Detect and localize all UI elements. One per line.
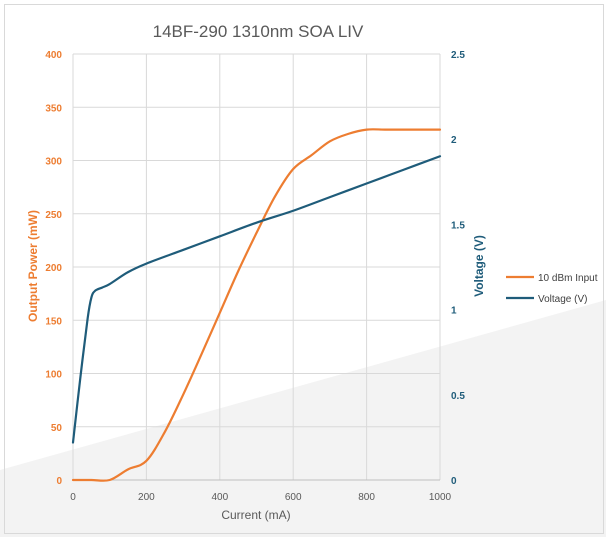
y-left-tick-label: 50 — [51, 423, 63, 434]
data-point — [91, 297, 93, 299]
data-point — [219, 236, 221, 238]
series-line-voltage — [71, 155, 442, 444]
data-point — [439, 129, 441, 131]
y-right-tick-label: 0.5 — [451, 391, 465, 402]
data-point — [329, 141, 331, 143]
data-point — [91, 479, 93, 481]
x-tick-label: 600 — [285, 492, 302, 503]
y-right-tick-label: 2 — [451, 135, 457, 146]
data-point — [164, 431, 166, 433]
y-left-tick-label: 350 — [45, 103, 62, 114]
data-point — [421, 129, 423, 131]
data-point — [72, 442, 74, 444]
data-point — [311, 154, 313, 156]
data-point — [127, 271, 129, 273]
data-point — [347, 133, 349, 135]
data-point — [72, 479, 74, 481]
y-left-tick-label: 250 — [45, 210, 62, 221]
y-left-tick-label: 300 — [45, 157, 62, 168]
data-point — [384, 129, 386, 131]
x-axis-label: Current (mA) — [221, 508, 290, 522]
data-point — [146, 263, 148, 265]
y-right-tick-label: 1.5 — [451, 220, 465, 231]
y-left-tick-label: 100 — [45, 370, 62, 381]
chart-title: 14BF-290 1310nm SOA LIV — [153, 22, 364, 41]
legend-label: 10 dBm Input — [538, 273, 598, 284]
legend: 10 dBm Input Voltage (V) — [506, 273, 598, 305]
data-point — [366, 183, 368, 185]
data-point — [102, 287, 104, 289]
data-point — [109, 283, 111, 285]
y-left-tick-label: 0 — [56, 476, 62, 487]
series — [71, 128, 442, 482]
x-tick-label: 1000 — [429, 492, 452, 503]
y-right-tick-label: 2.5 — [451, 50, 465, 61]
data-point — [274, 196, 276, 198]
background-shade — [0, 300, 606, 537]
data-point — [80, 377, 82, 379]
data-point — [256, 222, 258, 224]
x-tick-label: 400 — [211, 492, 228, 503]
data-point — [256, 232, 258, 234]
data-point — [329, 196, 331, 198]
x-tick-label: 0 — [70, 492, 76, 503]
y-left-tick-label: 200 — [45, 263, 62, 274]
data-point — [439, 155, 441, 157]
y-right-axis-label: Voltage (V) — [472, 235, 486, 297]
x-tick-label: 800 — [358, 492, 375, 503]
data-point — [87, 317, 89, 319]
series-line-output-power — [71, 128, 442, 482]
legend-label: Voltage (V) — [538, 294, 587, 305]
data-point — [403, 169, 405, 171]
data-point — [182, 394, 184, 396]
y-right-tick-label: 0 — [451, 476, 457, 487]
data-point — [219, 312, 221, 314]
data-point — [201, 354, 203, 356]
data-point — [94, 290, 96, 292]
data-point — [292, 168, 294, 170]
data-point — [127, 469, 129, 471]
data-point — [182, 249, 184, 251]
data-point — [403, 129, 405, 131]
data-point — [366, 129, 368, 131]
data-point — [292, 210, 294, 212]
y-right-tick-label: 1 — [451, 306, 457, 317]
y-left-axis-label: Output Power (mW) — [26, 210, 40, 322]
data-point — [146, 460, 148, 462]
x-tick-label: 200 — [138, 492, 155, 503]
data-point — [109, 479, 111, 481]
y-left-tick-label: 400 — [45, 50, 62, 61]
data-point — [237, 270, 239, 272]
y-left-tick-label: 150 — [45, 316, 62, 327]
